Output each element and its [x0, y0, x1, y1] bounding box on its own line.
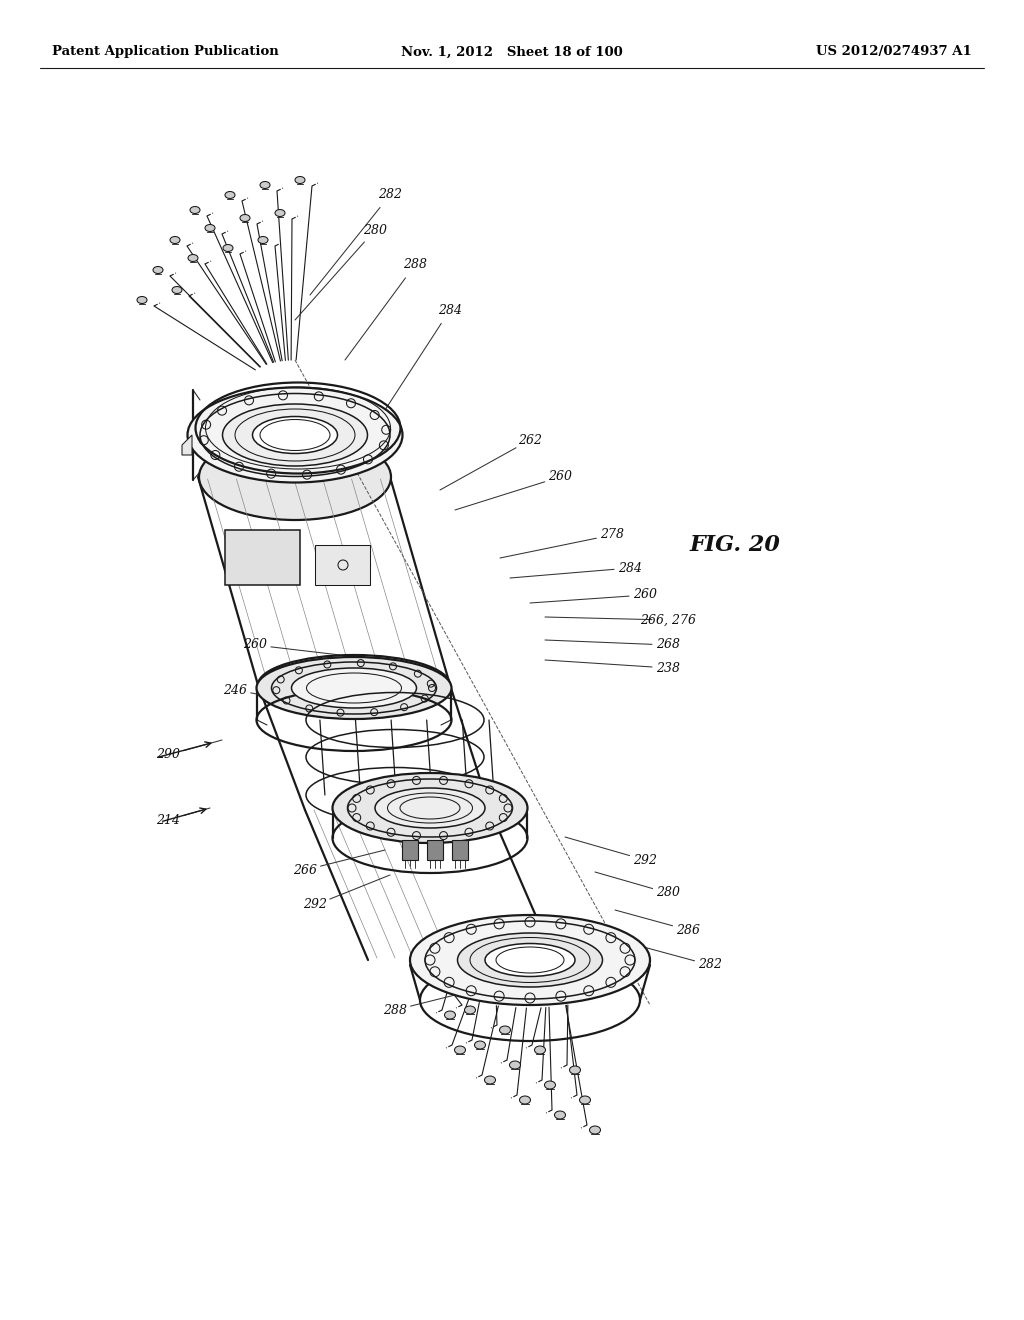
- Text: 260: 260: [548, 470, 572, 483]
- Text: 282: 282: [378, 189, 402, 202]
- Ellipse shape: [545, 1081, 555, 1089]
- Text: 260: 260: [243, 639, 267, 652]
- Ellipse shape: [485, 944, 575, 977]
- Ellipse shape: [510, 1061, 520, 1069]
- Text: 284: 284: [618, 561, 642, 574]
- Ellipse shape: [555, 1111, 565, 1119]
- Text: 278: 278: [225, 544, 249, 557]
- Bar: [402, 840, 418, 861]
- Text: 286: 286: [676, 924, 700, 936]
- Text: 284: 284: [438, 304, 462, 317]
- Ellipse shape: [295, 177, 305, 183]
- Ellipse shape: [190, 206, 200, 214]
- Ellipse shape: [519, 1096, 530, 1104]
- Ellipse shape: [455, 1045, 466, 1053]
- Ellipse shape: [275, 210, 285, 216]
- Ellipse shape: [590, 1126, 600, 1134]
- Bar: [452, 840, 468, 861]
- Text: FIG. 20: FIG. 20: [690, 535, 781, 556]
- Ellipse shape: [458, 933, 602, 987]
- Ellipse shape: [256, 657, 452, 719]
- Ellipse shape: [535, 1045, 546, 1053]
- Ellipse shape: [465, 1006, 475, 1014]
- Text: 292: 292: [303, 899, 327, 912]
- Ellipse shape: [153, 267, 163, 273]
- Ellipse shape: [580, 1096, 591, 1104]
- FancyBboxPatch shape: [315, 545, 370, 585]
- Ellipse shape: [500, 1026, 511, 1034]
- Ellipse shape: [225, 191, 234, 198]
- Ellipse shape: [474, 1041, 485, 1049]
- Text: 238: 238: [656, 661, 680, 675]
- Text: 280: 280: [656, 887, 680, 899]
- Text: 214: 214: [156, 813, 180, 826]
- Ellipse shape: [199, 434, 391, 520]
- Ellipse shape: [410, 915, 650, 1005]
- Text: 288: 288: [403, 259, 427, 272]
- Ellipse shape: [253, 417, 338, 454]
- Text: Patent Application Publication: Patent Application Publication: [52, 45, 279, 58]
- Text: Nov. 1, 2012   Sheet 18 of 100: Nov. 1, 2012 Sheet 18 of 100: [401, 45, 623, 58]
- Text: 290: 290: [156, 748, 180, 762]
- Ellipse shape: [172, 286, 182, 293]
- Ellipse shape: [375, 788, 485, 828]
- Ellipse shape: [187, 388, 402, 483]
- Ellipse shape: [258, 236, 268, 243]
- Text: 260: 260: [633, 589, 657, 602]
- Text: 268: 268: [656, 639, 680, 652]
- Bar: [427, 840, 443, 861]
- Ellipse shape: [137, 297, 147, 304]
- Text: 288: 288: [383, 1003, 407, 1016]
- Ellipse shape: [170, 236, 180, 243]
- Ellipse shape: [333, 774, 527, 843]
- Ellipse shape: [444, 1011, 456, 1019]
- Text: 246: 246: [223, 684, 247, 697]
- Ellipse shape: [188, 255, 198, 261]
- Text: 280: 280: [362, 223, 387, 236]
- Text: 266, 276: 266, 276: [640, 614, 696, 627]
- Ellipse shape: [222, 404, 368, 466]
- Ellipse shape: [569, 1067, 581, 1074]
- Text: US 2012/0274937 A1: US 2012/0274937 A1: [816, 45, 972, 58]
- Ellipse shape: [484, 1076, 496, 1084]
- Text: 278: 278: [600, 528, 624, 541]
- FancyBboxPatch shape: [225, 531, 300, 585]
- Ellipse shape: [205, 224, 215, 231]
- Ellipse shape: [240, 214, 250, 222]
- Ellipse shape: [258, 655, 450, 715]
- Ellipse shape: [260, 181, 270, 189]
- Text: 282: 282: [698, 958, 722, 972]
- Text: 262: 262: [518, 433, 542, 446]
- Text: 266: 266: [293, 863, 317, 876]
- Text: 292: 292: [633, 854, 657, 866]
- Ellipse shape: [292, 668, 417, 708]
- Polygon shape: [182, 436, 193, 455]
- Ellipse shape: [223, 244, 233, 252]
